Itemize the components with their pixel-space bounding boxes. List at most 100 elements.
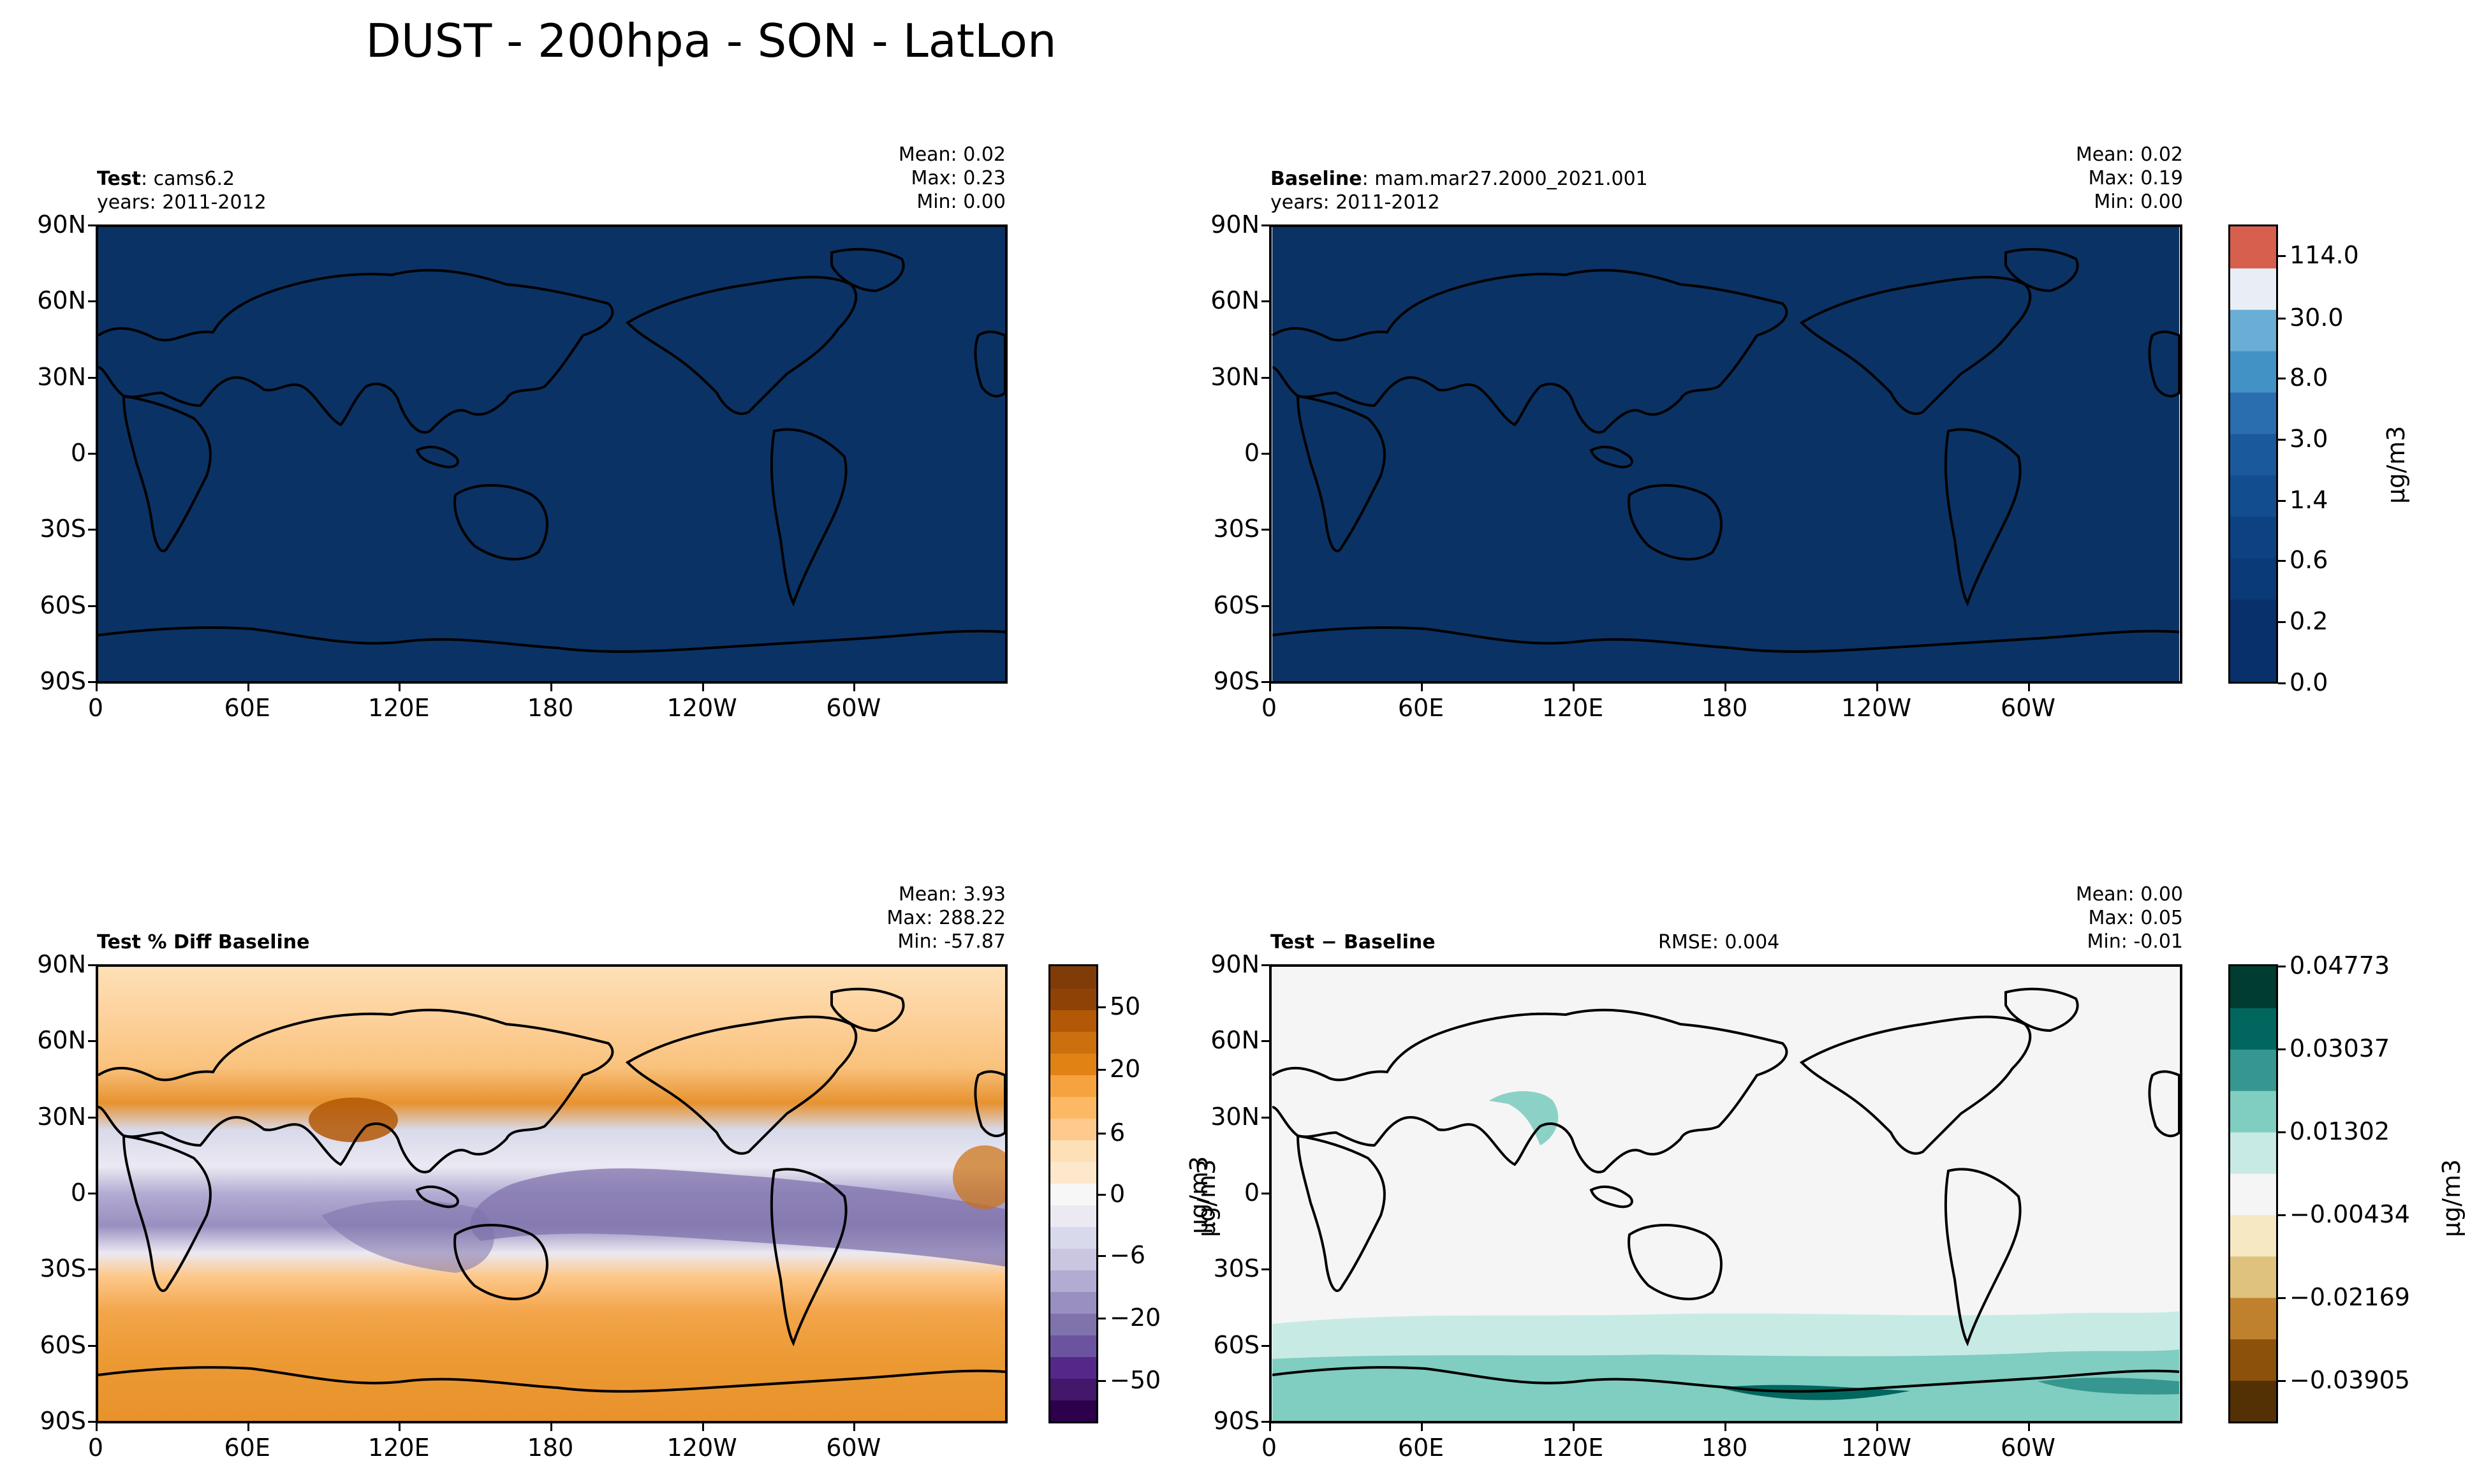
lat-tick-label: 90S	[1213, 667, 1260, 695]
colorbar-swatch	[1050, 1356, 1096, 1379]
coastline-segment	[1589, 1185, 1633, 1209]
lon-tick-label: 180	[527, 1434, 574, 1462]
colorbar-tick-label: 20	[1110, 1055, 1141, 1083]
pctdiff-anomaly-band	[470, 1168, 1005, 1267]
coastline-segment	[1272, 1008, 1788, 1173]
colorbar-tick-mark	[2278, 439, 2286, 441]
test-min: Min: 0.00	[916, 191, 1006, 213]
colorbar-top-swatches	[2230, 226, 2276, 682]
lon-tick-label: 60E	[1397, 1434, 1445, 1462]
colorbar-tick-label: 50	[1110, 992, 1141, 1020]
lon-tick-mark	[399, 684, 401, 691]
colorbar-swatch	[1050, 988, 1096, 1010]
lat-tick-label: 30N	[1210, 362, 1260, 391]
lon-tick-label: 0	[87, 694, 104, 722]
colorbar-tick-label: −0.00434	[2290, 1200, 2410, 1228]
lon-tick-label: 60E	[1397, 694, 1445, 722]
lon-tick-label: 60E	[224, 694, 270, 722]
lon-tick-mark	[550, 684, 552, 691]
lon-tick-label: 120W	[666, 694, 737, 722]
test-panel-title: Test: cams6.2	[97, 167, 235, 191]
lat-tick-mark	[88, 1421, 96, 1423]
lon-tick-label: 180	[527, 694, 574, 722]
baseline-title-bold: Baseline	[1270, 168, 1362, 190]
lon-tick-mark	[853, 684, 856, 691]
colorbar-swatch	[1050, 1161, 1096, 1184]
lat-tick-mark	[88, 1344, 96, 1347]
coastline-segment	[1628, 1224, 1723, 1300]
coastline-segment	[415, 1185, 459, 1209]
lat-tick-label: 0	[70, 439, 86, 467]
lat-tick-label: 60N	[1210, 286, 1260, 315]
coastline-segment	[1799, 1015, 2032, 1155]
colorbar-pct-swatches	[1050, 966, 1096, 1422]
test-stats: Mean: 0.02 Max: 0.23 Min: 0.00	[899, 143, 1006, 214]
colorbar-swatch	[2230, 1048, 2276, 1091]
lat-tick-mark	[88, 605, 96, 607]
lat-tick-label: 90N	[1210, 950, 1260, 978]
baseline-map	[1269, 224, 2182, 684]
lon-tick-mark	[1724, 684, 1726, 691]
lat-tick-mark	[1261, 529, 1269, 531]
colorbar-swatch	[1050, 1140, 1096, 1162]
colorbar-swatch	[1050, 1031, 1096, 1054]
lat-tick-mark	[88, 1193, 96, 1194]
coastline-segment	[830, 247, 905, 293]
colorbar-swatch	[2230, 599, 2276, 642]
coastline-segment	[122, 1134, 212, 1292]
diff-anomaly-band	[1489, 1091, 1559, 1145]
lat-tick-label: 60S	[1213, 1330, 1260, 1359]
coastline-segment	[98, 268, 614, 434]
colorbar-swatch	[2230, 1214, 2276, 1257]
lat-tick-label: 60N	[37, 286, 86, 315]
lat-tick-mark	[1261, 224, 1269, 226]
colorbar-tick-mark	[2278, 378, 2286, 379]
colorbar-swatch	[2230, 640, 2276, 682]
diff-min: Min: -0.01	[2087, 930, 2184, 953]
colorbar-tick-mark	[1098, 1318, 1106, 1319]
lon-tick-label: 120E	[1541, 694, 1604, 722]
lat-tick-mark	[88, 376, 96, 379]
colorbar-swatch	[2230, 392, 2276, 434]
colorbar-swatch	[2230, 226, 2276, 268]
diff-map	[1269, 964, 2182, 1423]
diff-title-bold: Test − Baseline	[1270, 931, 1436, 953]
coastline-segment	[974, 330, 1005, 398]
coastline-segment	[453, 1224, 548, 1300]
colorbar-tick-mark	[2278, 1214, 2286, 1216]
colorbar-swatch	[2230, 1297, 2276, 1340]
lon-tick-mark	[1876, 684, 1878, 691]
lon-tick-mark	[1421, 1423, 1423, 1431]
colorbar-tick-label: 114.0	[2290, 241, 2359, 269]
lat-tick-mark	[88, 300, 96, 303]
diff-anomaly-band	[1272, 1349, 2179, 1421]
coastline-segment	[770, 1168, 848, 1347]
colorbar-tick-label: −50	[1110, 1366, 1161, 1394]
lat-tick-label: 30N	[37, 362, 86, 391]
baseline-field	[1272, 227, 2179, 681]
diff-rmse: RMSE: 0.004	[1658, 931, 1780, 953]
lon-tick-label: 60W	[2001, 1434, 2055, 1462]
diff-panel-title: Test − Baseline	[1270, 930, 1436, 954]
coastlines	[1272, 987, 2180, 1393]
lon-tick-label: 0	[1261, 694, 1277, 722]
test-field	[98, 227, 1005, 681]
colorbar-tick-label: 0.0	[2290, 668, 2328, 696]
lat-tick-mark	[88, 453, 96, 455]
lat-tick-label: 90S	[40, 667, 86, 695]
lon-tick-mark	[853, 1423, 856, 1431]
coastline-segment	[98, 626, 1005, 653]
lon-tick-label: 120E	[368, 694, 430, 722]
baseline-max: Max: 0.19	[2088, 167, 2183, 189]
lat-tick-label: 30S	[1213, 515, 1260, 543]
coastline-segment	[98, 1008, 614, 1173]
coastlines	[98, 987, 1005, 1393]
colorbar-swatch	[1050, 1010, 1096, 1032]
diff-anomaly-band	[2038, 1377, 2179, 1395]
lon-tick-mark	[1876, 1423, 1878, 1431]
coastline-segment	[1272, 1366, 2180, 1393]
lat-tick-label: 90N	[37, 950, 86, 978]
colorbar-swatch	[2230, 557, 2276, 600]
colorbar-swatch	[2230, 516, 2276, 559]
coastline-segment	[2148, 330, 2180, 398]
